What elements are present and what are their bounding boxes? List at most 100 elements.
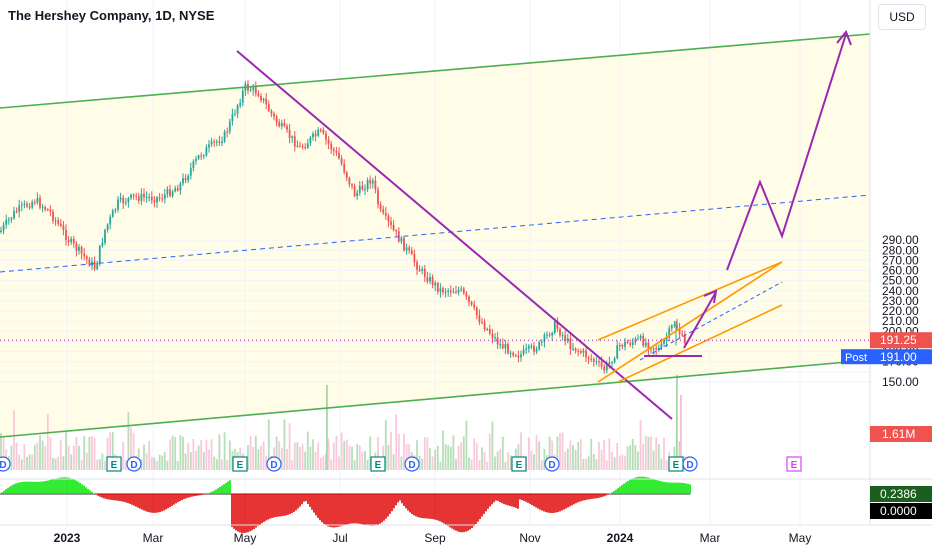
volume-bar (639, 420, 642, 470)
volume-bar (676, 375, 678, 470)
candle-body (83, 253, 86, 257)
volume-bar (595, 459, 598, 470)
volume-bar (418, 455, 421, 470)
dividend-marker (544, 456, 560, 472)
volume-bar (494, 456, 496, 470)
currency-button[interactable]: USD (878, 4, 926, 30)
volume-bar (299, 446, 301, 470)
volume-bar (481, 447, 483, 470)
candle-body (473, 304, 476, 308)
candle-body (514, 355, 517, 357)
candle-body (416, 262, 418, 270)
volume-bar (221, 459, 223, 470)
candle-body (161, 198, 164, 200)
volume-bar (644, 435, 647, 470)
volume-bar (195, 450, 197, 470)
candle-body (291, 136, 294, 138)
volume-bar (213, 456, 216, 470)
volume-bar (215, 459, 218, 470)
candle-body (553, 321, 556, 333)
candle-body (200, 155, 203, 157)
candle-body (241, 90, 244, 103)
candle-body (631, 342, 634, 345)
candle-body (166, 189, 169, 195)
candle-body (5, 219, 8, 225)
earnings-marker (786, 456, 802, 472)
volume-bar (158, 454, 161, 470)
candle-body (377, 189, 379, 205)
candle-body (327, 139, 330, 144)
candle-body (634, 338, 637, 343)
candle-body (535, 349, 538, 352)
chart-title: The Hershey Company, 1D, NYSE (8, 8, 215, 23)
orange-channel-lower-2 (617, 304, 783, 383)
candle-body (171, 191, 174, 196)
arrowhead (703, 289, 718, 304)
candle-body (2, 224, 5, 231)
volume-bar (98, 459, 101, 470)
volume-bar (457, 445, 460, 470)
volume-bar (364, 450, 366, 470)
volume-bar (283, 419, 286, 470)
candle-body (332, 149, 335, 152)
candle-body (595, 361, 598, 363)
event-letter: D (270, 460, 277, 471)
candle-body (655, 348, 658, 350)
candle-body (59, 223, 62, 226)
candle-body (65, 230, 67, 241)
candle-body (343, 163, 346, 173)
volume-bar (293, 442, 296, 470)
candle-body (382, 209, 385, 213)
volume-bar (296, 442, 299, 470)
volume-bar (452, 435, 455, 470)
volume-bar (262, 441, 265, 470)
volume-bar (535, 435, 538, 470)
candle-body (665, 337, 668, 342)
volume-bar (306, 431, 309, 470)
event-letter: D (0, 460, 7, 471)
osc-value-label: 0.2386 (880, 487, 917, 501)
candle-body (299, 145, 301, 147)
candle-body (317, 129, 320, 136)
volume-bar (91, 436, 93, 470)
volume-bar (226, 460, 229, 470)
volume-bar (483, 452, 486, 470)
volume-bar (470, 459, 473, 470)
volume-bar (223, 432, 226, 470)
candle-body (18, 205, 21, 212)
volume-bar (20, 459, 23, 470)
candle-body (304, 147, 307, 149)
candle-body (452, 291, 455, 293)
candle-body (522, 349, 525, 355)
volume-bar (642, 444, 645, 470)
candle-body (338, 152, 340, 159)
volume-bar (473, 438, 476, 470)
event-letter: E (375, 460, 382, 471)
dividend-marker (682, 456, 698, 472)
candle-body (444, 291, 447, 293)
volume-bar (127, 412, 130, 470)
candle-body (54, 220, 57, 222)
volume-bar (543, 448, 546, 470)
candle-body (455, 291, 457, 293)
candle-body (478, 315, 481, 323)
candle-body (579, 351, 582, 353)
volume-bar (455, 459, 457, 470)
candle-body (423, 268, 426, 278)
candle-body (434, 282, 437, 286)
event-letter: E (791, 460, 798, 471)
volume-bar (390, 432, 392, 470)
volume-bar (499, 449, 502, 470)
candle-body (351, 184, 353, 187)
candle-body (569, 338, 572, 350)
time-tick-label: Mar (700, 531, 721, 545)
post-tag (841, 349, 871, 365)
volume-bar (652, 450, 655, 470)
volume-bar (338, 456, 340, 470)
volume-bar (590, 438, 593, 470)
candle-body (436, 282, 439, 292)
event-letter: E (237, 460, 244, 471)
candle-body (41, 207, 44, 209)
